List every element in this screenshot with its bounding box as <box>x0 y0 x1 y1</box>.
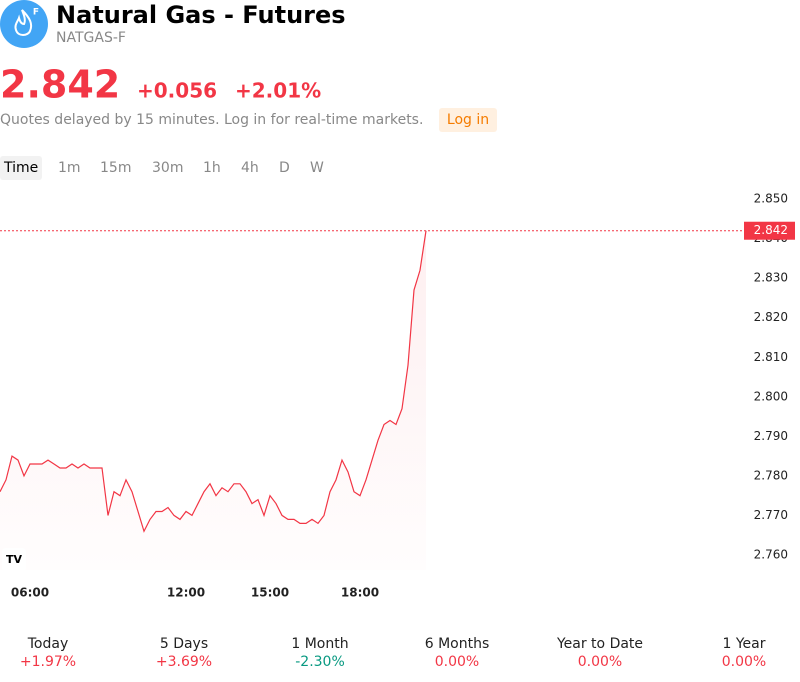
y-tick-label: 2.770 <box>754 508 788 522</box>
period-label[interactable]: Today <box>27 636 69 652</box>
price: 2.842 <box>0 63 120 107</box>
tab[interactable]: 30m <box>152 160 183 176</box>
svg-text:TV: TV <box>6 553 23 566</box>
x-tick-label: 12:00 <box>167 586 205 600</box>
tab[interactable]: W <box>310 160 324 176</box>
x-tick-label: 06:00 <box>11 586 49 600</box>
period-change: +1.97% <box>20 654 76 670</box>
logo: F <box>0 0 48 48</box>
y-tick-label: 2.790 <box>754 429 788 443</box>
tab[interactable]: 4h <box>241 160 259 176</box>
period-change: +3.69% <box>156 654 212 670</box>
tab[interactable]: Time <box>3 160 38 176</box>
symbol: NATGAS-F <box>56 30 126 46</box>
tv-logo: TV <box>2 548 26 572</box>
change: +0.056 <box>137 79 217 103</box>
svg-text:F: F <box>33 8 39 18</box>
tab[interactable]: 1h <box>203 160 221 176</box>
login-button[interactable]: Log in <box>439 108 497 132</box>
y-tick-label: 2.830 <box>754 271 788 285</box>
y-tick-label: 2.810 <box>754 350 788 364</box>
price-line <box>0 230 427 533</box>
title: Natural Gas - Futures <box>56 1 346 29</box>
period-label[interactable]: Year to Date <box>556 636 643 652</box>
period-change: 0.00% <box>578 654 622 670</box>
y-tick-label: 2.820 <box>754 310 788 324</box>
y-tick-label: 2.760 <box>754 547 788 561</box>
y-tick-label: 2.850 <box>754 192 788 206</box>
tab[interactable]: D <box>279 160 290 176</box>
period-label[interactable]: 1 Year <box>723 636 766 652</box>
last-price-tag <box>744 221 795 240</box>
period-change: 0.00% <box>722 654 766 670</box>
y-tick-label: 2.780 <box>754 468 788 482</box>
tab[interactable]: 1m <box>58 160 81 176</box>
period-label[interactable]: 5 Days <box>160 636 208 652</box>
period-label[interactable]: 6 Months <box>425 636 490 652</box>
delay-note: Quotes delayed by 15 minutes. Log in for… <box>0 112 423 128</box>
tab[interactable]: 15m <box>100 160 131 176</box>
login-label[interactable]: Log in <box>447 112 489 128</box>
period-change: -2.30% <box>295 654 345 670</box>
period-change: 0.00% <box>435 654 479 670</box>
period-label[interactable]: 1 Month <box>291 636 348 652</box>
change-percent: +2.01% <box>235 79 321 103</box>
last-price-label: 2.842 <box>754 223 788 237</box>
y-tick-label: 2.800 <box>754 389 788 403</box>
area-fill <box>0 230 426 571</box>
x-tick-label: 18:00 <box>341 586 379 600</box>
x-tick-label: 15:00 <box>251 586 289 600</box>
tab-selected-bg <box>0 156 42 180</box>
